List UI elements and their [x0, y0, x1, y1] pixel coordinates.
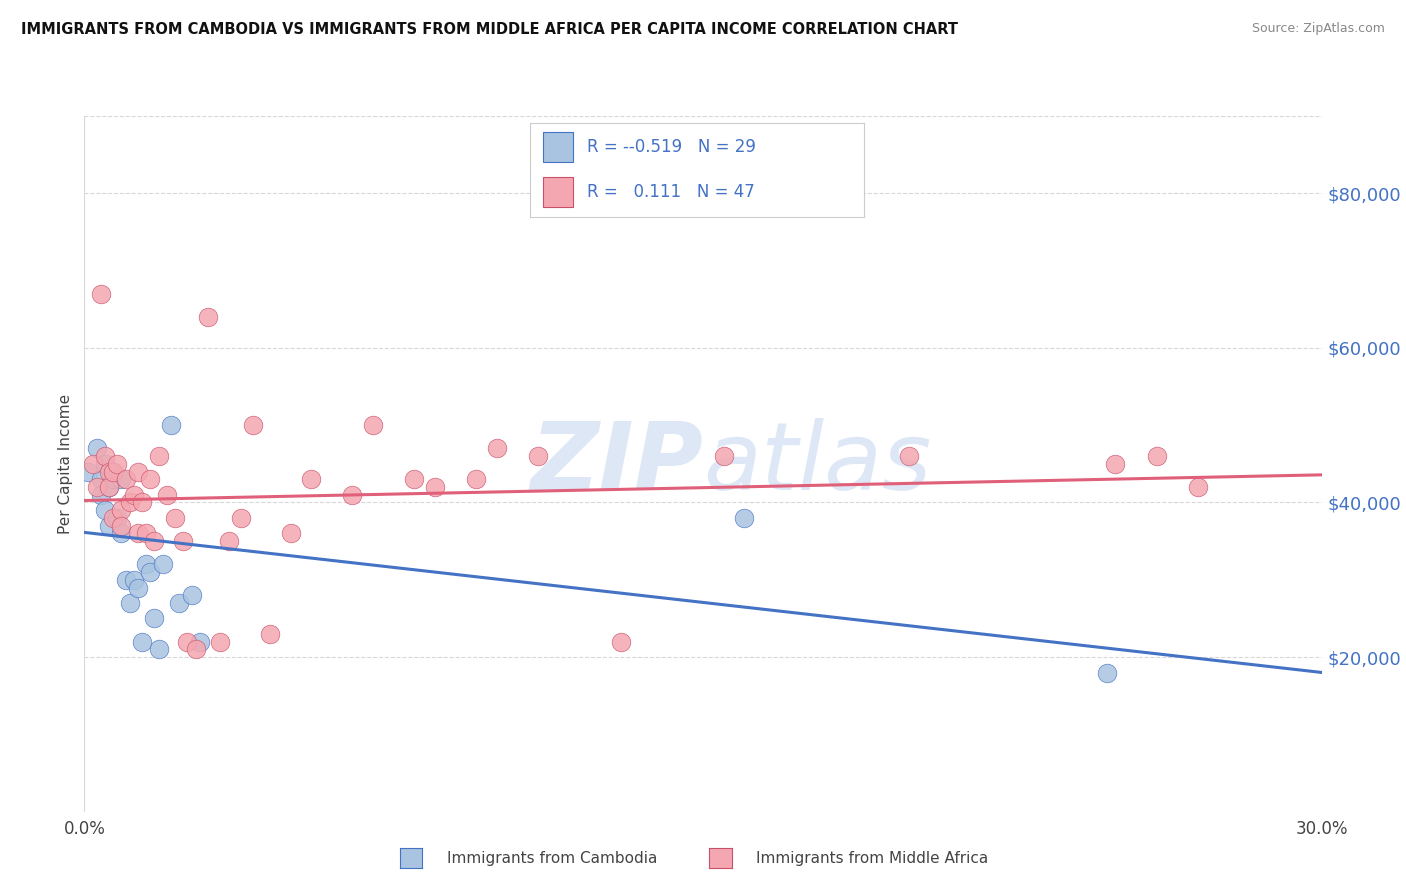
- Point: [135, 558, 157, 572]
- Point: [127, 465, 149, 479]
- Point: [135, 526, 157, 541]
- Point: [148, 449, 170, 463]
- Point: [110, 526, 132, 541]
- Point: [1095, 665, 1118, 680]
- Point: [110, 472, 132, 486]
- Point: [105, 511, 128, 525]
- Point: [110, 518, 132, 533]
- Point: [90, 286, 112, 301]
- Text: atlas: atlas: [703, 418, 931, 509]
- Point: [103, 472, 125, 486]
- Point: [131, 495, 153, 509]
- Point: [176, 634, 198, 648]
- Point: [98, 518, 121, 533]
- Point: [156, 488, 179, 502]
- Point: [122, 573, 145, 587]
- Point: [423, 480, 446, 494]
- Point: [259, 627, 281, 641]
- Point: [609, 634, 631, 648]
- Point: [118, 596, 141, 610]
- Y-axis label: Per Capita Income: Per Capita Income: [58, 393, 73, 534]
- Point: [242, 418, 264, 433]
- Point: [197, 310, 219, 324]
- Point: [342, 488, 364, 502]
- Point: [94, 449, 117, 463]
- Point: [86, 480, 108, 494]
- Point: [103, 465, 125, 479]
- Point: [733, 511, 755, 525]
- Point: [898, 449, 921, 463]
- Text: ZIP: ZIP: [530, 417, 703, 510]
- Point: [361, 418, 384, 433]
- Text: IMMIGRANTS FROM CAMBODIA VS IMMIGRANTS FROM MIDDLE AFRICA PER CAPITA INCOME CORR: IMMIGRANTS FROM CAMBODIA VS IMMIGRANTS F…: [21, 22, 957, 37]
- Point: [98, 465, 121, 479]
- Point: [127, 581, 149, 595]
- Point: [94, 457, 117, 471]
- Point: [280, 526, 302, 541]
- Point: [152, 558, 174, 572]
- Point: [1187, 480, 1209, 494]
- Point: [1104, 457, 1126, 471]
- Point: [122, 488, 145, 502]
- Point: [1146, 449, 1168, 463]
- Point: [94, 503, 117, 517]
- Point: [404, 472, 426, 486]
- Point: [118, 495, 141, 509]
- Point: [114, 472, 136, 486]
- Point: [184, 642, 207, 657]
- Point: [103, 511, 125, 525]
- Point: [299, 472, 322, 486]
- Point: [98, 480, 121, 494]
- Point: [90, 488, 112, 502]
- Point: [105, 457, 128, 471]
- Point: [103, 465, 125, 479]
- Point: [485, 442, 508, 456]
- Point: [139, 472, 162, 486]
- Point: [90, 472, 112, 486]
- Point: [229, 511, 252, 525]
- Point: [180, 588, 202, 602]
- Point: [110, 503, 132, 517]
- Text: Immigrants from Cambodia: Immigrants from Cambodia: [447, 851, 658, 865]
- Point: [143, 611, 166, 625]
- Point: [527, 449, 550, 463]
- Text: Source: ZipAtlas.com: Source: ZipAtlas.com: [1251, 22, 1385, 36]
- Point: [172, 534, 194, 549]
- Point: [148, 642, 170, 657]
- Point: [713, 449, 735, 463]
- Text: Immigrants from Middle Africa: Immigrants from Middle Africa: [756, 851, 988, 865]
- Point: [82, 457, 104, 471]
- Point: [209, 634, 232, 648]
- Point: [127, 526, 149, 541]
- Point: [86, 442, 108, 456]
- Point: [98, 480, 121, 494]
- Point: [77, 465, 100, 479]
- Point: [218, 534, 240, 549]
- Point: [131, 634, 153, 648]
- Point: [139, 565, 162, 579]
- Point: [143, 534, 166, 549]
- Point: [160, 418, 183, 433]
- Point: [465, 472, 488, 486]
- Point: [165, 511, 187, 525]
- Point: [188, 634, 211, 648]
- Point: [167, 596, 190, 610]
- Point: [114, 573, 136, 587]
